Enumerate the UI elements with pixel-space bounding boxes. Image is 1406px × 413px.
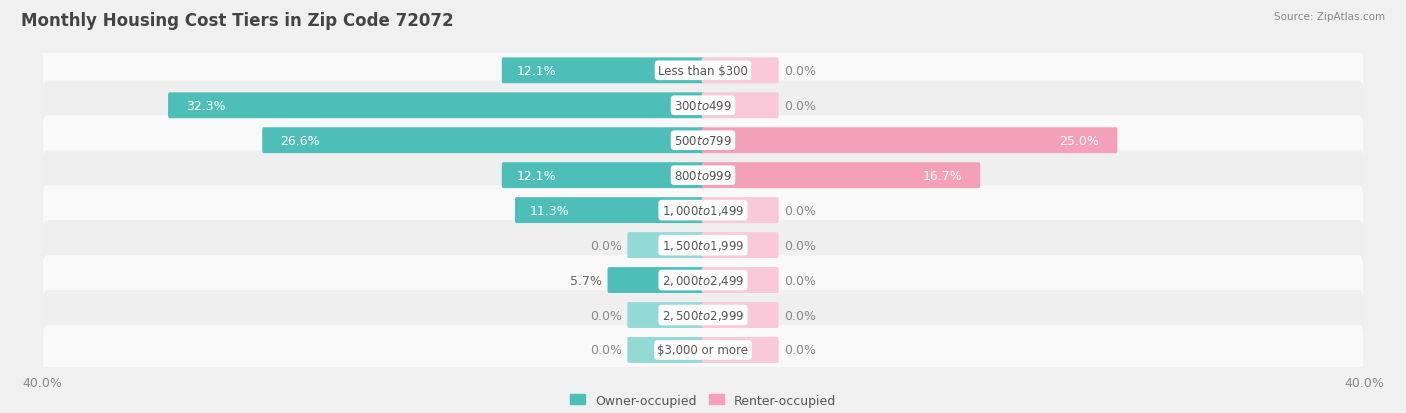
Text: 16.7%: 16.7% [922, 169, 962, 182]
Text: Source: ZipAtlas.com: Source: ZipAtlas.com [1274, 12, 1385, 22]
Legend: Owner-occupied, Renter-occupied: Owner-occupied, Renter-occupied [565, 389, 841, 412]
FancyBboxPatch shape [263, 128, 704, 154]
FancyBboxPatch shape [702, 233, 779, 259]
Text: 0.0%: 0.0% [785, 309, 815, 322]
Text: 32.3%: 32.3% [186, 100, 225, 112]
Text: $800 to $999: $800 to $999 [673, 169, 733, 182]
FancyBboxPatch shape [44, 186, 1362, 235]
FancyBboxPatch shape [627, 337, 704, 363]
FancyBboxPatch shape [44, 256, 1362, 305]
FancyBboxPatch shape [44, 221, 1362, 270]
Text: 0.0%: 0.0% [785, 274, 815, 287]
Text: 0.0%: 0.0% [785, 239, 815, 252]
FancyBboxPatch shape [702, 93, 779, 119]
Text: $1,500 to $1,999: $1,500 to $1,999 [662, 239, 744, 252]
FancyBboxPatch shape [515, 198, 704, 223]
Text: 12.1%: 12.1% [516, 65, 555, 78]
Text: 0.0%: 0.0% [785, 204, 815, 217]
Text: $2,000 to $2,499: $2,000 to $2,499 [662, 273, 744, 287]
FancyBboxPatch shape [44, 116, 1362, 166]
Text: Monthly Housing Cost Tiers in Zip Code 72072: Monthly Housing Cost Tiers in Zip Code 7… [21, 12, 454, 30]
FancyBboxPatch shape [702, 302, 779, 328]
FancyBboxPatch shape [44, 81, 1362, 131]
Text: $1,000 to $1,499: $1,000 to $1,499 [662, 204, 744, 218]
Text: $3,000 or more: $3,000 or more [658, 344, 748, 356]
FancyBboxPatch shape [702, 337, 779, 363]
FancyBboxPatch shape [702, 163, 980, 189]
Text: 0.0%: 0.0% [785, 100, 815, 112]
FancyBboxPatch shape [702, 58, 779, 84]
FancyBboxPatch shape [44, 151, 1362, 201]
Text: 0.0%: 0.0% [591, 239, 621, 252]
Text: 26.6%: 26.6% [280, 134, 319, 147]
Text: 0.0%: 0.0% [785, 344, 815, 356]
FancyBboxPatch shape [502, 163, 704, 189]
FancyBboxPatch shape [44, 325, 1362, 375]
FancyBboxPatch shape [702, 128, 1118, 154]
Text: Less than $300: Less than $300 [658, 65, 748, 78]
FancyBboxPatch shape [607, 268, 704, 293]
Text: 12.1%: 12.1% [516, 169, 555, 182]
Text: 11.3%: 11.3% [530, 204, 569, 217]
FancyBboxPatch shape [44, 46, 1362, 96]
FancyBboxPatch shape [702, 268, 779, 293]
Text: 25.0%: 25.0% [1060, 134, 1099, 147]
FancyBboxPatch shape [44, 290, 1362, 340]
FancyBboxPatch shape [627, 302, 704, 328]
Text: 5.7%: 5.7% [571, 274, 602, 287]
FancyBboxPatch shape [169, 93, 704, 119]
Text: 0.0%: 0.0% [785, 65, 815, 78]
Text: 0.0%: 0.0% [591, 309, 621, 322]
Text: $2,500 to $2,999: $2,500 to $2,999 [662, 308, 744, 322]
Text: $500 to $799: $500 to $799 [673, 134, 733, 147]
Text: $300 to $499: $300 to $499 [673, 100, 733, 112]
FancyBboxPatch shape [502, 58, 704, 84]
Text: 0.0%: 0.0% [591, 344, 621, 356]
FancyBboxPatch shape [702, 198, 779, 223]
FancyBboxPatch shape [627, 233, 704, 259]
